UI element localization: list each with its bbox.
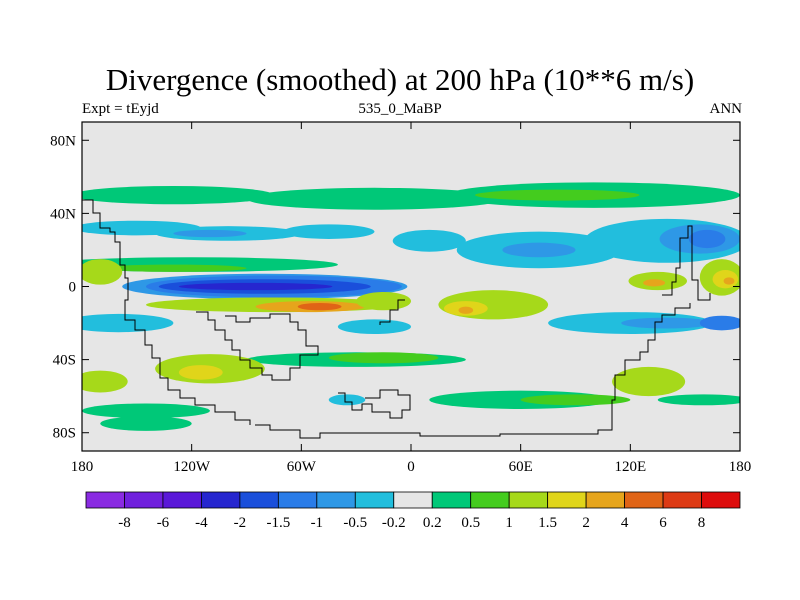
colorbar-box <box>354 491 395 509</box>
contour-region-3 <box>474 189 640 201</box>
colorbar-labels: -8 -6 -4 -2 -1.5 -1 -0.5 -0.2 0.2 0.5 1 1.5 2 4 6 8 <box>118 515 705 531</box>
contour-region-45 <box>520 394 631 406</box>
contour-region-13 <box>392 229 466 252</box>
colorbar-box <box>201 491 241 509</box>
contour-region-16 <box>82 259 123 285</box>
y-tick-label: 80S <box>53 426 76 442</box>
coastlines <box>82 199 711 439</box>
contour-region-10 <box>688 229 726 249</box>
colorbar-box <box>470 491 510 509</box>
colorbar-box <box>701 491 741 509</box>
colorbar-label: -0.2 <box>382 515 406 531</box>
y-tick-label: 40N <box>50 206 76 222</box>
colorbar-box <box>162 491 202 509</box>
colorbar-box <box>431 491 472 509</box>
x-tick-label: 0 <box>407 459 415 475</box>
contour-region-32 <box>356 291 412 311</box>
colorbar-label: -0.5 <box>343 515 367 531</box>
case-label: 535_0_MaBP <box>358 101 442 117</box>
contour-region-48 <box>257 392 309 408</box>
colorbar-label: 0.5 <box>461 515 480 531</box>
colorbar-box <box>85 491 125 509</box>
colorbar-label: 0.2 <box>423 515 442 531</box>
contour-region-39 <box>328 352 439 364</box>
contour-region-28 <box>297 302 342 311</box>
colorbar-label: -1.5 <box>266 515 290 531</box>
contour-region-46 <box>82 403 210 419</box>
contour-region-35 <box>699 315 740 331</box>
colorbar-label: 1 <box>505 515 513 531</box>
contour-region-47 <box>100 416 192 431</box>
contour-region-0 <box>82 185 274 205</box>
contour-region-50 <box>657 394 740 406</box>
coastline-antarctica <box>255 303 691 439</box>
contour-region-36 <box>82 313 174 333</box>
colorbar-label: 1.5 <box>538 515 557 531</box>
contour-region-7 <box>283 224 375 239</box>
chart-title: Divergence (smoothed) at 200 hPa (10**6 … <box>105 62 695 97</box>
colorbar-label: -6 <box>157 515 170 531</box>
colorbar-box <box>624 491 664 509</box>
season-label: ANN <box>709 101 743 117</box>
axis-ticks <box>81 122 741 451</box>
contour-region-42 <box>612 366 686 397</box>
contour-region-6 <box>173 229 247 238</box>
colorbar-label: 2 <box>582 515 590 531</box>
colorbar-label: 4 <box>621 515 629 531</box>
coastline-asia <box>662 225 711 301</box>
contour-region-37 <box>337 319 412 335</box>
axis-tick-labels: 180 120W 60W 0 60E 120E 180 80N 40N 0 40S 80S <box>50 133 751 475</box>
contour-region-49 <box>328 394 366 406</box>
x-tick-label: 60W <box>287 459 317 475</box>
y-tick-label: 0 <box>69 280 77 296</box>
y-tick-label: 80N <box>50 133 76 149</box>
colorbar <box>85 491 741 509</box>
colorbar-label: -4 <box>195 515 208 531</box>
contour-region-34 <box>621 317 713 329</box>
colorbar-label: -1 <box>311 515 324 531</box>
contour-region-15 <box>100 264 247 272</box>
contour-region-31 <box>458 306 474 314</box>
colorbar-box <box>239 491 279 509</box>
colorbar-box <box>393 491 433 509</box>
contour-region-25 <box>178 282 333 291</box>
contour-region-19 <box>723 277 735 285</box>
colorbar-label: 8 <box>698 515 706 531</box>
contour-region-1 <box>246 187 503 210</box>
x-tick-label: 180 <box>71 459 94 475</box>
x-tick-label: 180 <box>729 459 752 475</box>
x-tick-label: 120W <box>173 459 211 475</box>
contour-region-21 <box>643 279 666 287</box>
x-tick-label: 120E <box>614 459 646 475</box>
colorbar-box <box>277 491 318 509</box>
y-tick-label: 40S <box>53 353 76 369</box>
coastline-antarctic-peninsula <box>338 389 411 419</box>
divergence-field <box>82 182 740 431</box>
coastline-south-america <box>196 311 319 381</box>
experiment-label: Expt = tEyjd <box>82 101 159 117</box>
colorbar-label: 6 <box>659 515 667 531</box>
coastline-africa <box>379 299 405 325</box>
contour-region-41 <box>178 365 223 380</box>
contour-region-43 <box>82 370 128 393</box>
coastline-americas <box>82 199 251 425</box>
colorbar-box <box>585 491 625 509</box>
colorbar-box <box>547 491 587 509</box>
colorbar-label: -8 <box>118 515 131 531</box>
colorbar-box <box>662 491 702 509</box>
colorbar-box <box>508 491 549 509</box>
colorbar-box <box>316 491 356 509</box>
x-tick-label: 60E <box>509 459 533 475</box>
colorbar-label: -2 <box>234 515 247 531</box>
colorbar-box <box>124 491 164 509</box>
contour-region-12 <box>502 242 576 258</box>
